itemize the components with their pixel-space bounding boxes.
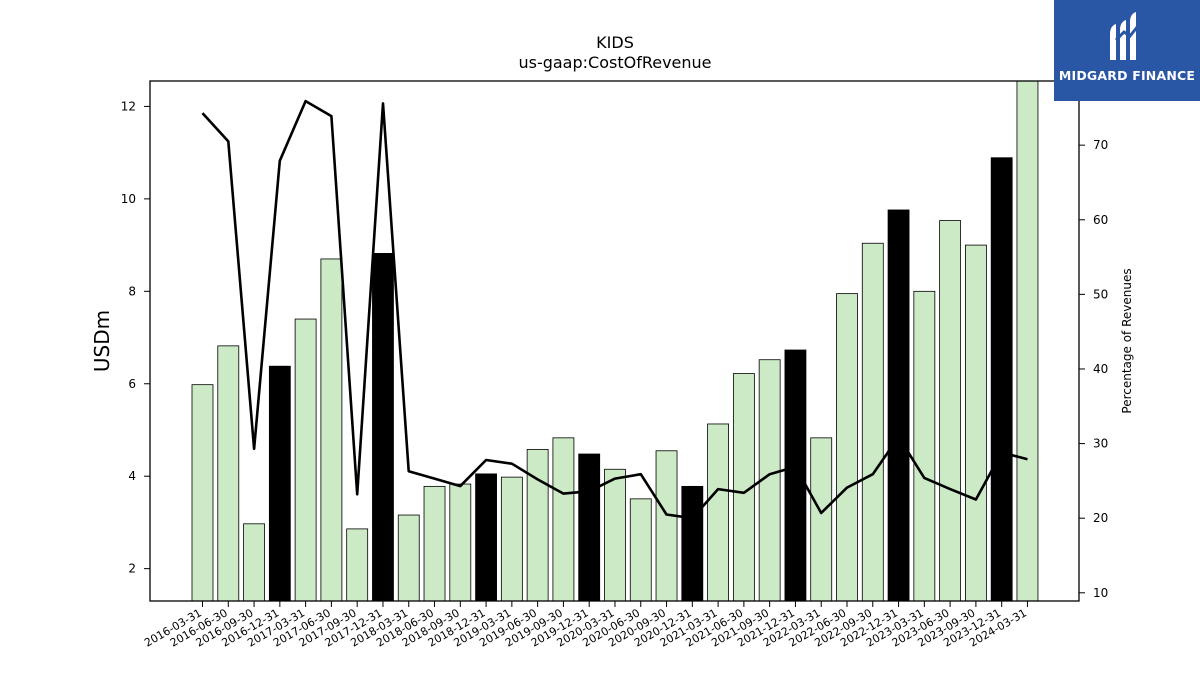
- bar: [320, 258, 343, 602]
- y-tick-label: 8: [128, 284, 136, 298]
- bar: [475, 473, 497, 602]
- bar: [681, 485, 704, 602]
- line-series: [201, 99, 1028, 520]
- bar: [707, 423, 729, 602]
- y2-tick-label: 70: [1093, 138, 1108, 152]
- bar: [191, 384, 214, 602]
- bar: [217, 345, 240, 602]
- brand-logo: MIDGARD FINANCE: [1054, 0, 1200, 101]
- bar: [604, 468, 626, 602]
- y2-tick-label: 50: [1093, 287, 1108, 301]
- plot-frame: [149, 80, 1080, 602]
- bar: [887, 209, 910, 602]
- x-axis: 2016-03-312016-06-302016-09-302016-12-31…: [142, 601, 1029, 650]
- bar: [939, 220, 962, 602]
- y2-tick-label: 30: [1093, 437, 1108, 451]
- y2-axis-label: Percentage of Revenues: [1120, 268, 1134, 413]
- bar: [346, 528, 369, 602]
- bar: [294, 318, 317, 602]
- bar: [526, 448, 549, 602]
- chart-title: KIDS: [596, 33, 634, 52]
- y2-tick-label: 10: [1093, 586, 1108, 600]
- y-axis: 2 4 6 8 10 12: [121, 99, 150, 576]
- y2-axis: 10 20 30 40 50 60 70: [1079, 138, 1108, 600]
- bar: [990, 157, 1013, 602]
- bar: [1016, 80, 1039, 602]
- y2-tick-label: 60: [1093, 213, 1108, 227]
- chart-subtitle: us-gaap:CostOfRevenue: [518, 53, 711, 72]
- bar: [243, 523, 265, 602]
- bar: [784, 349, 807, 602]
- bar: [372, 253, 394, 602]
- bar: [965, 244, 987, 602]
- y-tick-label: 12: [121, 99, 136, 113]
- bar: [449, 483, 472, 602]
- y2-tick-label: 20: [1093, 511, 1108, 525]
- bar: [861, 242, 884, 602]
- y-tick-label: 10: [121, 192, 136, 206]
- bar: [268, 365, 291, 602]
- y-tick-label: 2: [128, 562, 136, 576]
- bar: [397, 514, 420, 602]
- y-tick-label: 6: [128, 377, 136, 391]
- y2-tick-label: 40: [1093, 362, 1108, 376]
- y-axis-label: USDm: [90, 310, 114, 372]
- bar: [552, 437, 575, 602]
- y-tick-label: 4: [128, 469, 136, 483]
- line-path: [201, 99, 1028, 520]
- bar: [913, 290, 936, 602]
- bar: [810, 437, 833, 602]
- bar: [578, 453, 601, 602]
- logo-text: MIDGARD FINANCE: [1058, 68, 1196, 83]
- bar: [836, 293, 858, 602]
- bar: [500, 476, 523, 602]
- logo-mark-icon: [1110, 12, 1140, 60]
- bar: [629, 498, 652, 602]
- bar: [655, 450, 678, 602]
- bar: [423, 485, 446, 602]
- bar-series: [191, 80, 1039, 602]
